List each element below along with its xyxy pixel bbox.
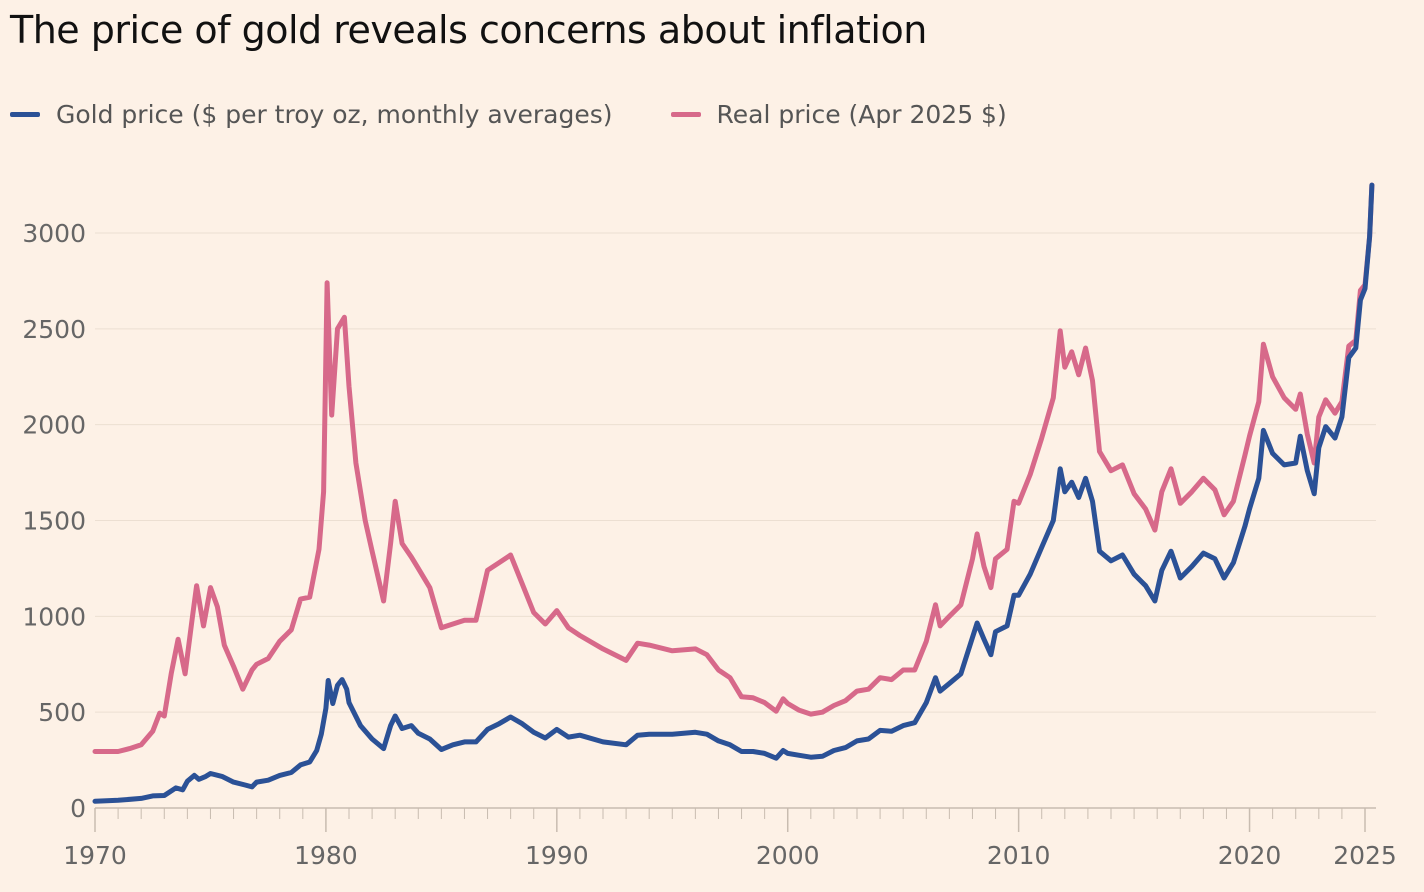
x-tick-label: 2020 xyxy=(1218,841,1282,870)
series-line-real-price xyxy=(92,182,1375,754)
x-tick-label: 2025 xyxy=(1333,841,1397,870)
y-tick-label: 0 xyxy=(70,794,86,823)
x-tick-label: 1970 xyxy=(63,841,127,870)
y-tick-label: 3000 xyxy=(22,219,86,248)
y-axis: 0 500 1000 1500 2000 2500 3000 xyxy=(22,219,86,823)
legend-item-gold-price: Gold price ($ per troy oz, monthly avera… xyxy=(10,100,613,129)
x-tick-label: 1980 xyxy=(294,841,358,870)
x-axis: 1970 1980 1990 2000 2010 2020 2025 xyxy=(63,807,1397,870)
legend-swatch-gold-price xyxy=(10,112,40,117)
series-line-gold-price xyxy=(92,182,1375,804)
y-tick-label: 1500 xyxy=(22,507,86,536)
y-tick-label: 500 xyxy=(38,698,86,727)
legend-label-real-price: Real price (Apr 2025 $) xyxy=(716,100,1007,129)
legend: Gold price ($ per troy oz, monthly avera… xyxy=(10,100,1065,129)
legend-label-gold-price: Gold price ($ per troy oz, monthly avera… xyxy=(56,100,613,129)
x-tick-label: 2000 xyxy=(756,841,820,870)
chart-title: The price of gold reveals concerns about… xyxy=(10,8,927,52)
series-lines xyxy=(92,182,1375,804)
x-tick-label: 1990 xyxy=(525,841,589,870)
y-tick-label: 2000 xyxy=(22,411,86,440)
legend-swatch-real-price xyxy=(670,112,701,117)
legend-item-real-price: Real price (Apr 2025 $) xyxy=(670,100,1007,129)
x-tick-label: 2010 xyxy=(987,841,1051,870)
gridlines xyxy=(95,232,1376,713)
y-tick-label: 1000 xyxy=(22,602,86,631)
y-tick-label: 2500 xyxy=(22,315,86,344)
